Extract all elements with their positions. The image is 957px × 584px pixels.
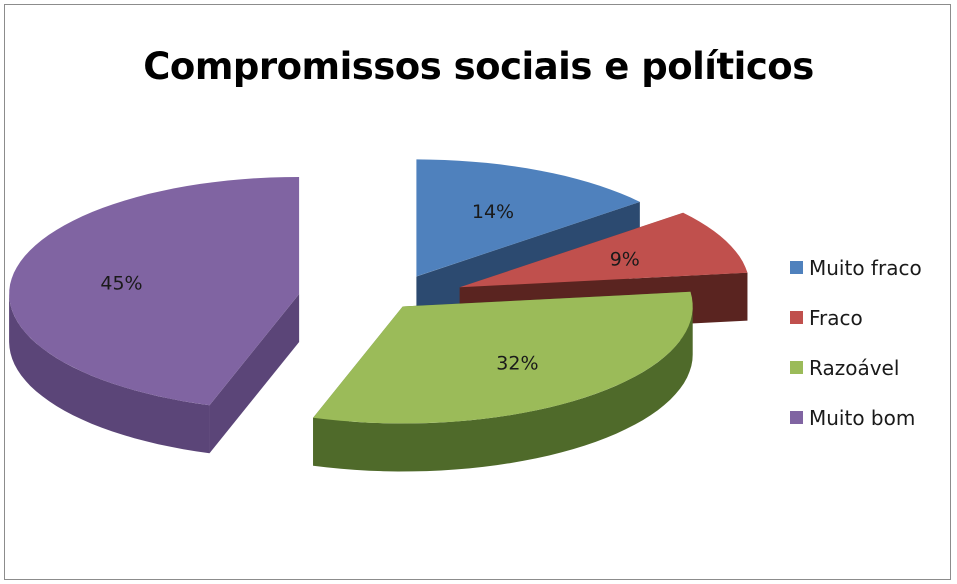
legend-label-muito-bom: Muito bom [809, 405, 916, 430]
legend-item-razoavel: Razoável [790, 355, 950, 380]
legend: Muito fraco Fraco Razoável Muito bom [790, 255, 950, 455]
pie-side-muito-bom [9, 294, 210, 454]
legend-label-razoavel: Razoável [809, 355, 900, 380]
pie-slice-muito-bom [9, 177, 300, 406]
pie-side-razoavel [313, 306, 693, 472]
legend-swatch-razoavel [790, 361, 803, 374]
pie-slice-fraco [459, 212, 748, 288]
data-label-razoavel: 32% [496, 352, 538, 374]
pie-wall-start-muito-bom [209, 293, 300, 454]
legend-swatch-muito-bom [790, 411, 803, 424]
chart-title: Compromissos sociais e políticos [143, 45, 814, 88]
legend-swatch-fraco [790, 311, 803, 324]
legend-item-muito-fraco: Muito fraco [790, 255, 950, 280]
legend-item-muito-bom: Muito bom [790, 405, 950, 430]
pie-slice-razoavel [313, 291, 693, 424]
legend-item-fraco: Fraco [790, 305, 950, 330]
data-label-muito-fraco: 14% [472, 201, 514, 223]
data-label-fraco: 9% [610, 249, 640, 271]
legend-label-fraco: Fraco [809, 305, 863, 330]
pie-slice-muito-fraco [416, 159, 640, 277]
legend-label-muito-fraco: Muito fraco [809, 255, 922, 280]
legend-swatch-muito-fraco [790, 261, 803, 274]
data-label-muito-bom: 45% [100, 273, 142, 295]
